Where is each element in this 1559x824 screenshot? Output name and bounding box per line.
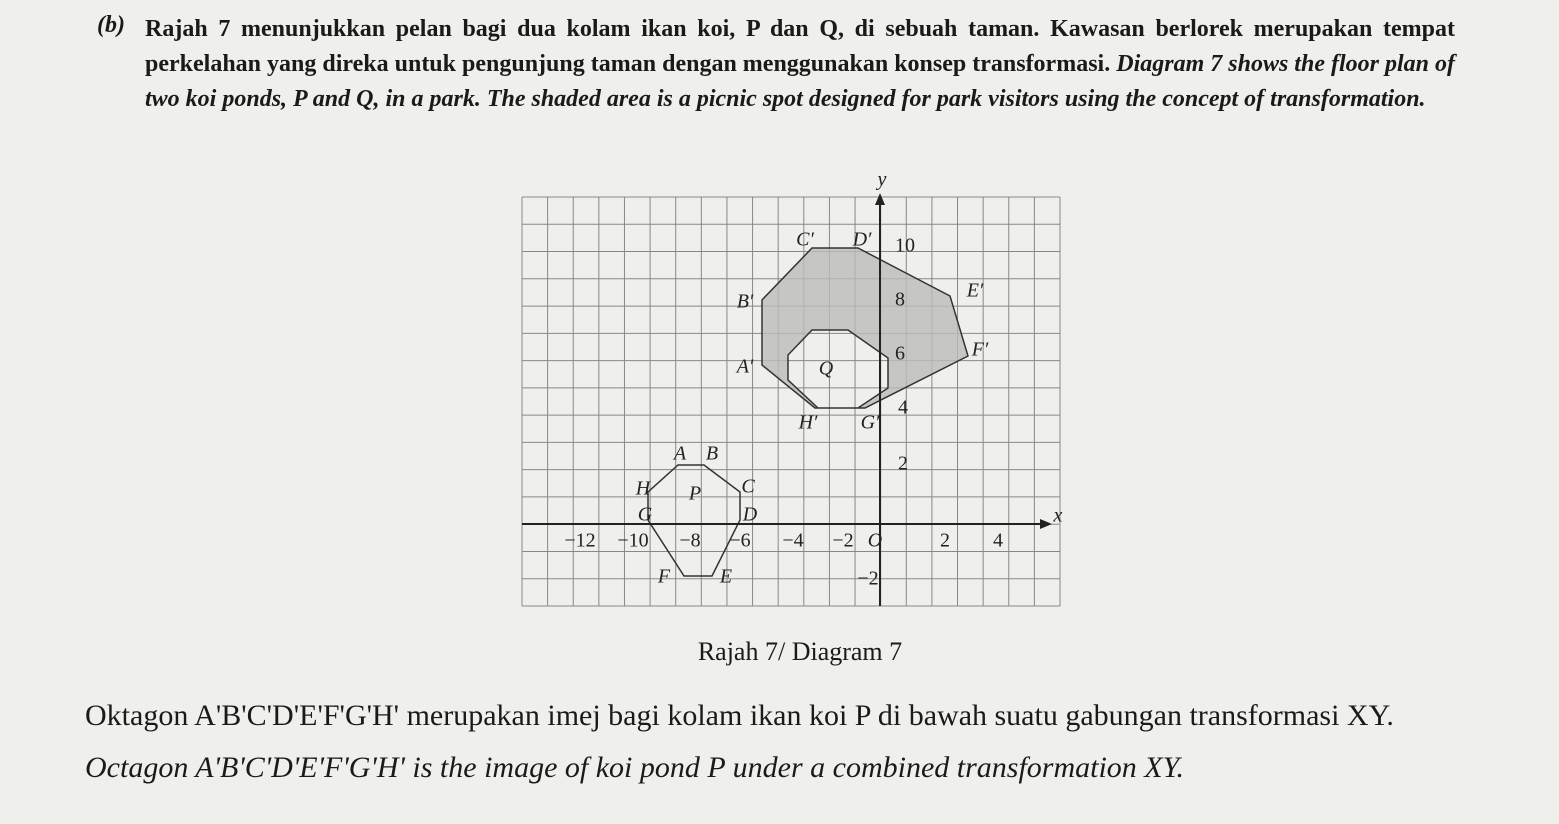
x-tick-label: −8 — [679, 530, 700, 552]
x-tick-label: −10 — [617, 530, 648, 552]
y-tick-label: −2 — [857, 568, 878, 590]
vertex-label: F′ — [971, 339, 989, 361]
vertex-label: H — [635, 478, 652, 500]
vertex-label: C′ — [796, 229, 814, 251]
axis-x-label: x — [1053, 505, 1063, 527]
y-tick-label: 10 — [895, 235, 915, 257]
y-arrow — [875, 193, 885, 205]
statement-malay: Oktagon A'B'C'D'E'F'G'H' merupakan imej … — [85, 699, 1394, 732]
vertex-label: D — [742, 504, 758, 526]
pond-label: Q — [819, 358, 834, 380]
question-label: (b) — [97, 12, 125, 38]
x-tick-label: −2 — [832, 530, 853, 552]
y-tick-label: 6 — [895, 343, 905, 365]
vertex-label: E — [719, 566, 732, 588]
vertex-label: D′ — [852, 229, 872, 251]
pond-label: P — [688, 483, 701, 505]
y-tick-label: 8 — [895, 289, 905, 311]
question-text: Rajah 7 menunjukkan pelan bagi dua kolam… — [145, 12, 1455, 117]
vertex-label: G′ — [861, 412, 880, 434]
vertex-label: B — [706, 443, 718, 465]
x-arrow — [1040, 519, 1052, 529]
vertex-label: C — [741, 476, 755, 498]
vertex-label: B′ — [737, 291, 754, 313]
x-tick-label: −6 — [729, 530, 750, 552]
x-tick-label: O — [868, 530, 882, 552]
x-tick-label: 2 — [940, 530, 950, 552]
x-tick-label: −4 — [782, 530, 803, 552]
y-tick-label: 2 — [898, 453, 908, 475]
diagram: x y −12 −10 −8 −6 −4 −2 O 2 4 10 8 6 4 2… — [521, 169, 1063, 607]
vertex-label: G — [638, 504, 653, 526]
grid — [521, 196, 1061, 607]
vertex-label: F — [657, 566, 671, 588]
question-malay: Rajah 7 menunjukkan pelan bagi dua kolam… — [145, 16, 1455, 77]
picnic-area — [761, 247, 969, 409]
y-tick-label: 4 — [898, 397, 908, 419]
vertex-label: A′ — [735, 356, 754, 378]
axis-y-label: y — [876, 169, 887, 191]
question-english: Diagram 7 shows the floor plan of two ko… — [145, 51, 1456, 112]
vertex-label: A — [672, 443, 687, 465]
x-tick-label: 4 — [993, 530, 1003, 552]
vertex-label: E′ — [966, 280, 984, 302]
pond-p — [647, 464, 741, 577]
vertex-label: H′ — [798, 412, 818, 434]
statement-english: Octagon A'B'C'D'E'F'G'H' is the image of… — [85, 751, 1185, 784]
caption: Rajah 7/ Diagram 7 — [697, 637, 903, 666]
x-tick-label: −12 — [564, 530, 595, 552]
statement: Oktagon A'B'C'D'E'F'G'H' merupakan imej … — [85, 690, 1530, 794]
